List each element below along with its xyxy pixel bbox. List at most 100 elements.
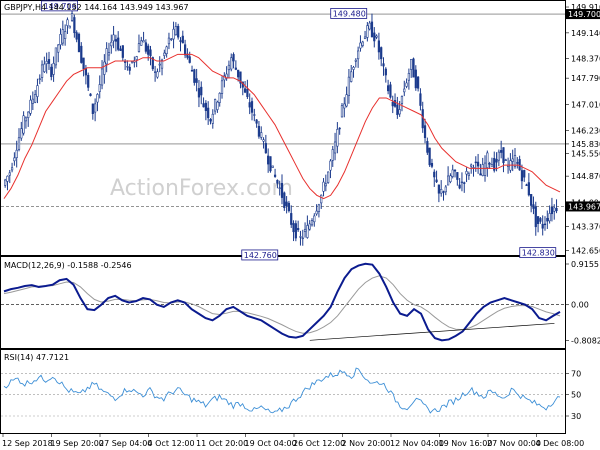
candle-body: [40, 64, 44, 78]
candle-body: [246, 88, 249, 97]
macd-layer: [1, 262, 565, 342]
macd-y-tick-label: -0.8082: [571, 337, 600, 346]
candle-body: [553, 207, 556, 212]
price-annotation: 149.480: [330, 8, 368, 19]
candle-body: [15, 149, 18, 158]
candle-body: [273, 174, 277, 177]
macd-title: MACD(12,26,9) -0.1588 -0.2546: [4, 261, 132, 270]
candle-body: [458, 184, 461, 189]
candle-body: [264, 143, 267, 154]
x-tick-label: 27 Sep 04:00: [99, 439, 152, 448]
candle-body: [417, 76, 420, 89]
candle-body: [20, 128, 23, 139]
candle-body: [17, 137, 21, 150]
rsi-panel-frame: [0, 349, 566, 434]
candle-body: [31, 98, 34, 104]
candle-body: [301, 237, 304, 240]
candle-body: [68, 25, 71, 29]
candle-body: [24, 117, 28, 122]
candle-body: [361, 41, 364, 46]
candle-body: [320, 194, 323, 204]
candle-body: [45, 60, 48, 65]
candle-body: [357, 50, 360, 60]
candle-body: [255, 119, 258, 124]
candle-body: [34, 94, 37, 103]
candle-body: [336, 129, 339, 147]
candle-body: [98, 84, 101, 92]
rsi-y-tick-label: 70: [571, 369, 581, 378]
candle-body: [183, 44, 187, 56]
candle-body: [119, 48, 122, 51]
candle-body: [310, 220, 314, 226]
candle-body: [428, 147, 431, 166]
candle-body: [128, 66, 131, 71]
annotation-box: [241, 249, 279, 261]
candle-body: [61, 29, 64, 44]
candle-body: [412, 58, 415, 78]
y-tick-label: 147.010: [571, 100, 600, 109]
watermark: ActionForex.com: [110, 176, 293, 201]
candle-body: [333, 141, 337, 154]
candle-body: [467, 173, 470, 176]
candle-body: [387, 85, 390, 92]
candle-body: [114, 39, 117, 42]
candle-body: [57, 44, 60, 53]
candle-body: [520, 170, 524, 182]
candle-body: [154, 71, 157, 73]
y-tick-label: 144.870: [571, 172, 600, 181]
candle-body: [43, 63, 46, 72]
candle-body: [156, 71, 159, 78]
candle-body: [73, 17, 76, 34]
candle-body: [516, 162, 519, 164]
candle-body: [75, 32, 78, 40]
candle-body: [331, 149, 334, 161]
annotation-label: 149.706: [44, 2, 77, 11]
candle-body: [149, 49, 152, 57]
rsi-title: RSI(14) 47.7121: [4, 353, 69, 362]
candle-body: [497, 151, 500, 161]
candle-body: [470, 164, 473, 167]
candle-body: [27, 111, 30, 118]
x-tick-label: 27 Nov 00:00: [487, 439, 541, 448]
candle-body: [64, 31, 67, 39]
x-tick-label: 19 Nov 16:00: [439, 439, 493, 448]
x-tick-label: 26 Oct 12:00: [293, 439, 345, 448]
candle-body: [94, 103, 97, 113]
x-tick-label: 19 Sep 20:00: [51, 439, 104, 448]
candle-body: [299, 236, 302, 238]
annotation-box: [41, 0, 78, 12]
candle-body: [426, 141, 429, 153]
candle-body: [260, 132, 263, 138]
candle-body: [440, 189, 443, 194]
candle-body: [340, 105, 344, 118]
candle-body: [280, 182, 284, 198]
candle-body: [147, 45, 150, 55]
annotation-box: [519, 247, 557, 259]
candle-body: [430, 162, 434, 167]
candle-body: [541, 223, 544, 229]
candle-body: [368, 22, 371, 30]
candle-body: [204, 102, 207, 111]
candle-body: [442, 191, 445, 193]
candle-body: [216, 101, 219, 110]
candle-body: [163, 52, 166, 56]
candle-body: [13, 157, 16, 162]
candle-body: [38, 78, 41, 80]
candle-body: [391, 101, 394, 107]
candle-body: [239, 71, 242, 84]
candle-body: [91, 103, 94, 114]
candle-body: [382, 63, 385, 67]
candle-body: [269, 156, 272, 172]
candle-body: [227, 64, 231, 71]
candle-body: [456, 172, 459, 180]
candle-body: [190, 69, 194, 72]
candle-body: [6, 175, 9, 182]
candle-body: [513, 155, 517, 167]
candle-body: [324, 183, 327, 187]
candle-body: [89, 93, 92, 97]
candle-body: [70, 13, 74, 21]
candle-body: [407, 72, 410, 81]
candle-body: [345, 94, 348, 107]
candle-body: [160, 59, 164, 69]
candle-body: [546, 217, 549, 222]
